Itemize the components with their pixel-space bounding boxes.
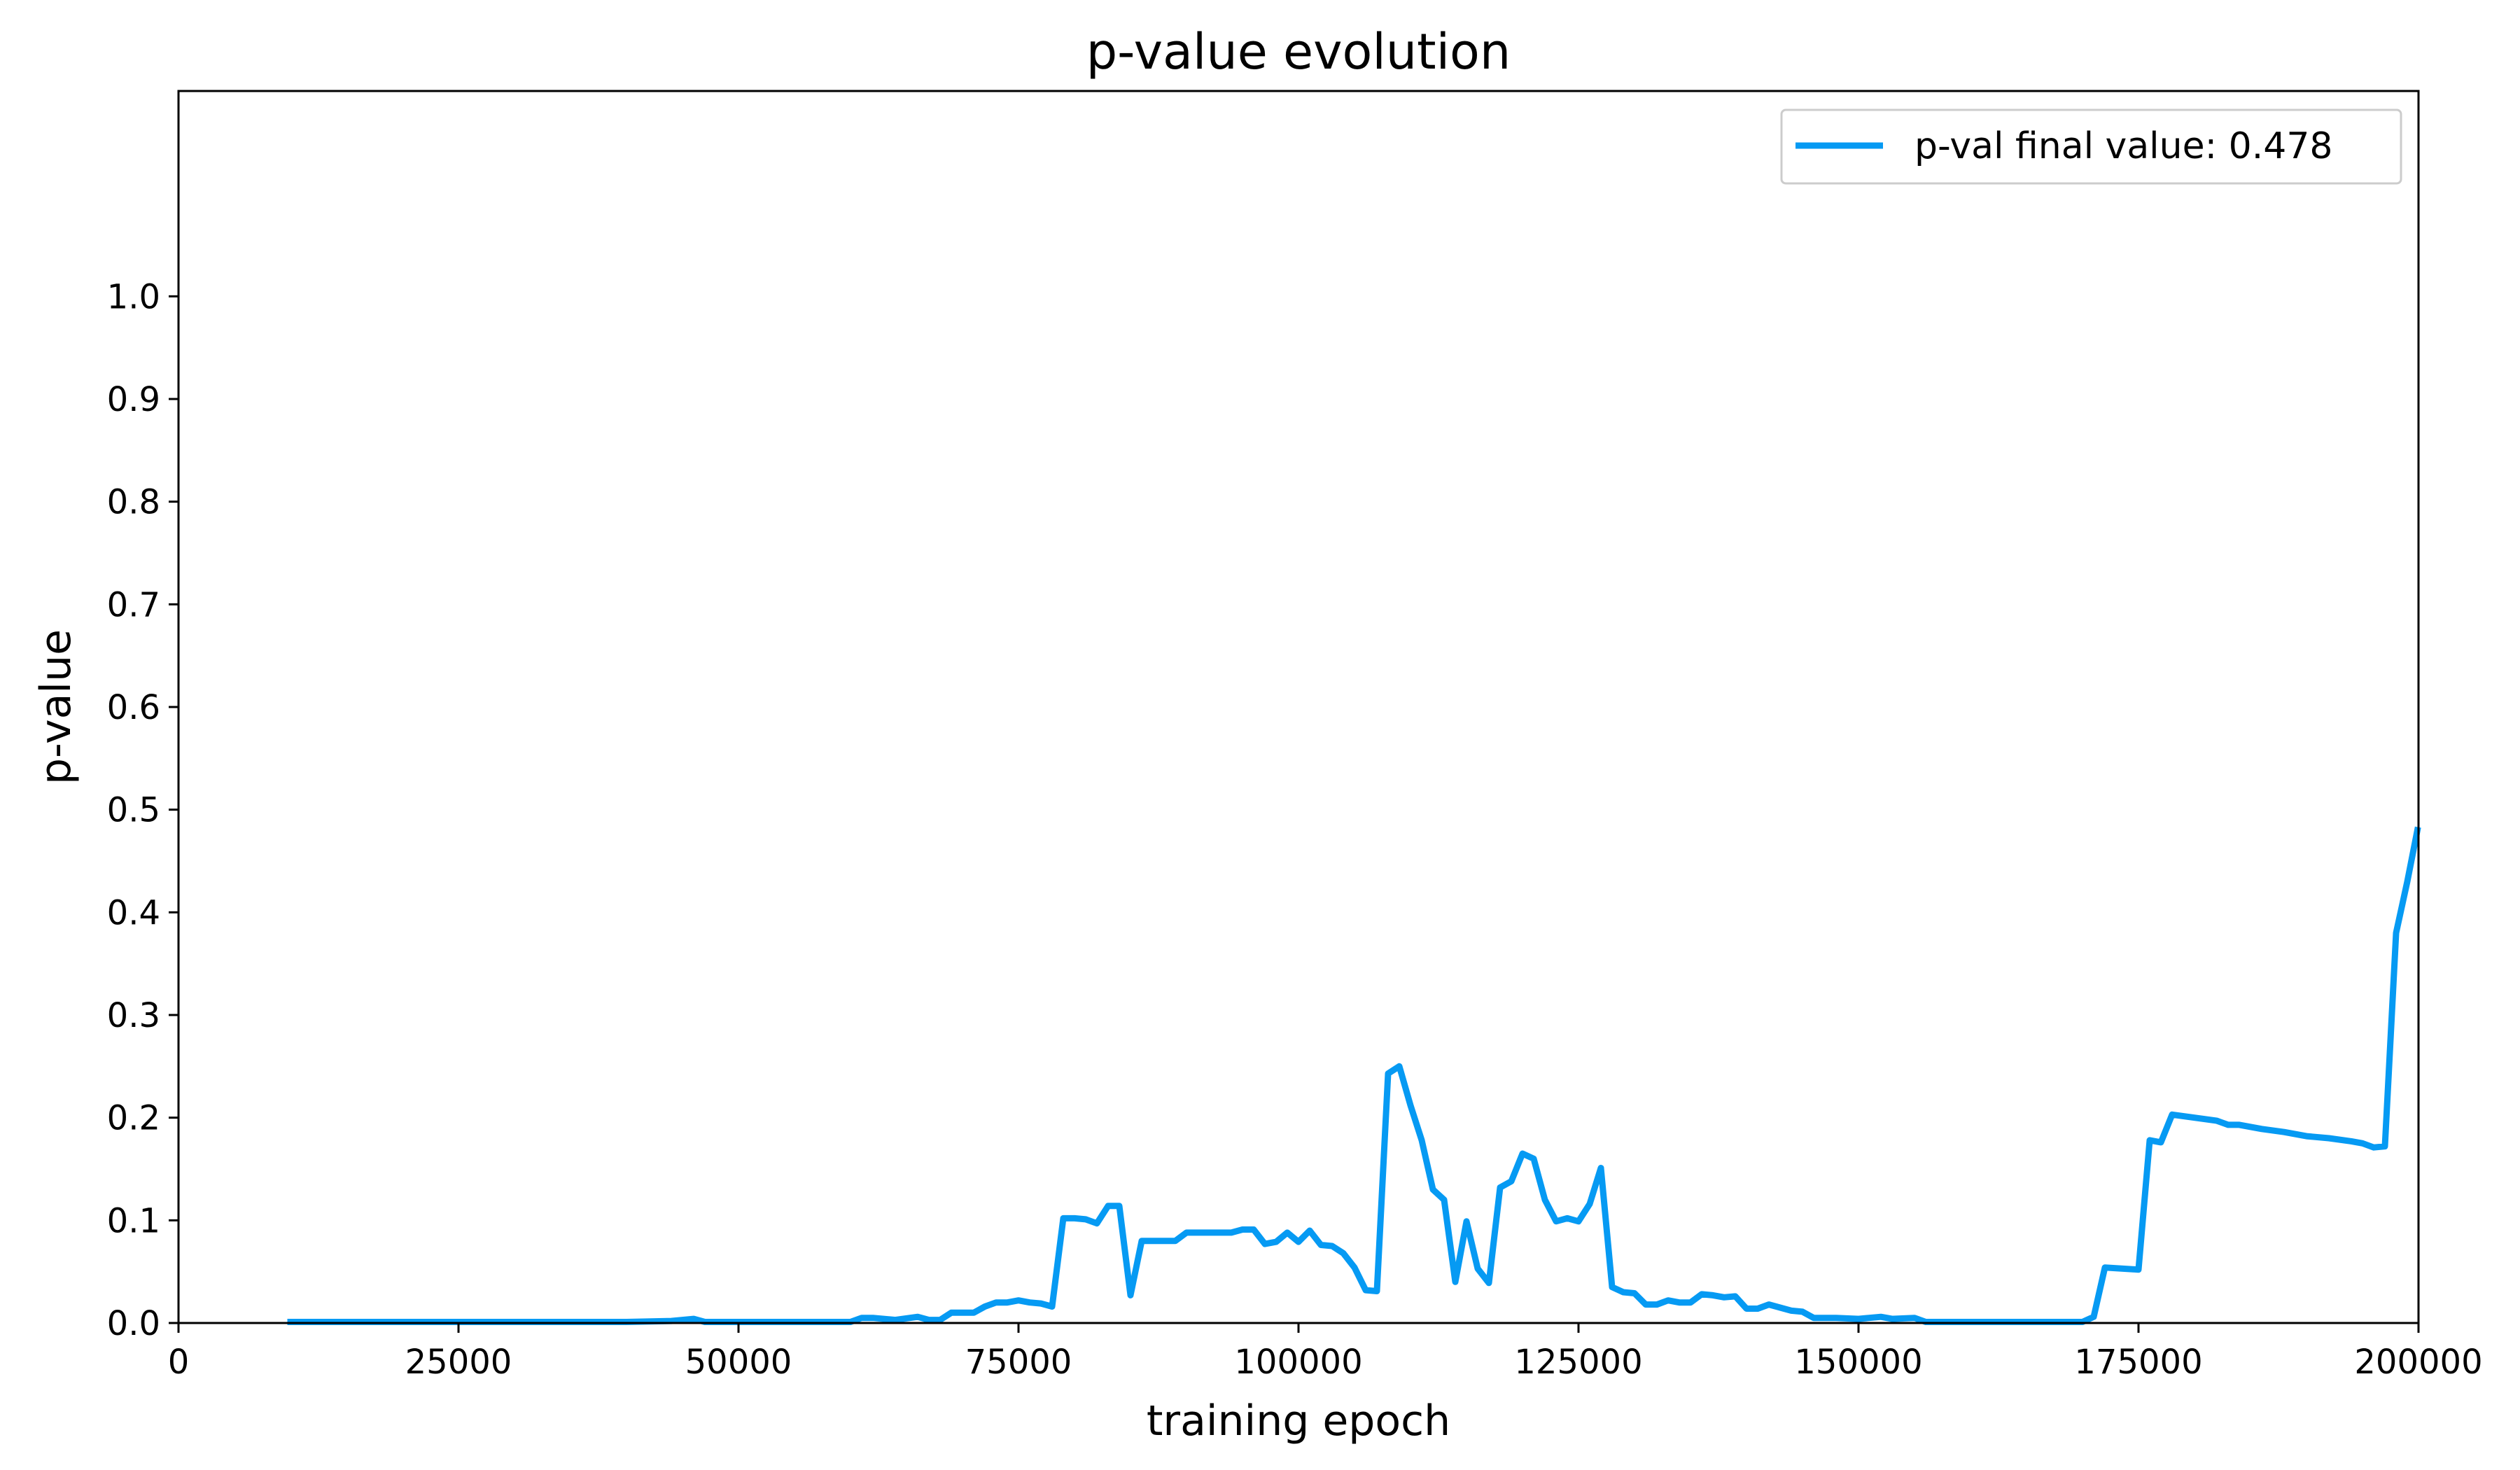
x-tick-label: 25000 [405,1343,512,1382]
y-tick-label: 0.2 [107,1099,160,1138]
y-tick-label: 0.5 [107,791,160,830]
y-tick-label: 0.1 [107,1201,160,1240]
legend-label: p-val final value: 0.478 [1914,125,2333,167]
y-tick-label: 0.3 [107,996,160,1035]
x-tick-label: 200000 [2354,1343,2482,1382]
x-axis-label: training epoch [1147,1396,1450,1446]
x-tick-label: 175000 [2074,1343,2202,1382]
y-tick-label: 0.6 [107,688,160,727]
x-tick-label: 150000 [1794,1343,1922,1382]
x-tick-label: 75000 [965,1343,1072,1382]
plot-area [287,826,2421,1325]
series-line [287,826,2421,1325]
chart-title: p-value evolution [1086,23,1511,80]
y-tick-label: 0.7 [107,585,160,624]
x-tick-label: 125000 [1514,1343,1642,1382]
x-tick-label: 50000 [685,1343,792,1382]
y-tick-label: 0.4 [107,893,160,932]
legend: p-val final value: 0.478 [1780,108,2402,185]
x-tick-label: 100000 [1234,1343,1362,1382]
y-tick-label: 1.0 [107,277,160,316]
x-tick-label: 0 [168,1343,190,1382]
x-axis: 0 25000 50000 75000 100000 125000 150000 175000… [168,1323,2483,1382]
y-tick-label: 0.0 [107,1304,160,1343]
y-tick-label: 0.9 [107,380,160,419]
y-tick-label: 0.8 [107,483,160,522]
y-axis: 0.0 0.1 0.2 0.3 0.4 0.5 0.6 0.7 0.8 0.9 1.0 [107,277,178,1343]
legend-box [1780,108,2402,185]
y-axis-label: p-value [31,629,80,785]
